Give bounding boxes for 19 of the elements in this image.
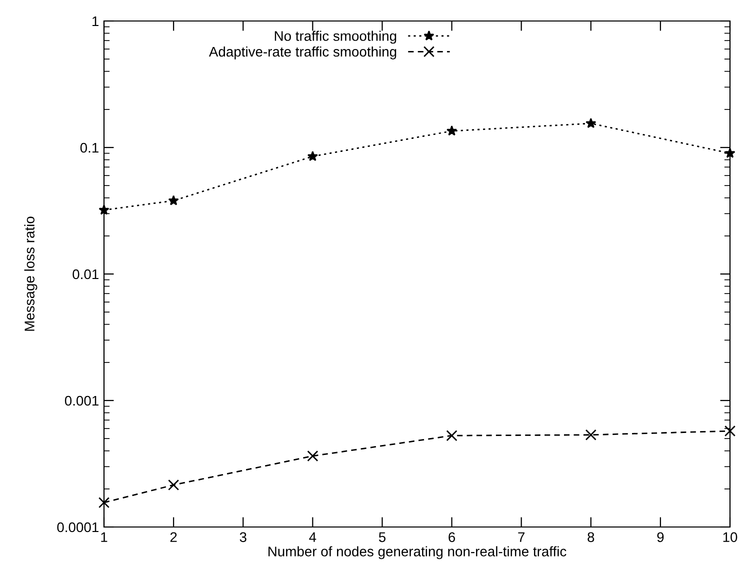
legend-label: No traffic smoothing	[274, 30, 396, 44]
x-axis-title: Number of nodes generating non-real-time traffic	[268, 546, 566, 560]
x-tick-label: 7	[518, 532, 524, 542]
x-tick-label: 5	[378, 532, 386, 542]
y-tick-label: 0.1	[80, 142, 98, 153]
x-tick-label: 2	[170, 532, 177, 542]
y-tick-label: 0.01	[72, 269, 98, 280]
y-tick-label: 0.0001	[57, 522, 98, 532]
y-tick-label: 1	[92, 16, 98, 26]
legend-label: Adaptive-rate traffic smoothing	[208, 46, 396, 60]
x-tick-label: 10	[723, 532, 738, 542]
x-tick-label: 8	[588, 532, 594, 542]
x-tick-label: 9	[657, 532, 664, 542]
y-axis-title: Message loss ratio	[24, 216, 38, 331]
x-tick-label: 4	[309, 532, 316, 542]
x-tick-label: 6	[448, 532, 456, 542]
x-tick-label: 3	[240, 532, 246, 542]
y-tick-label: 0.001	[64, 396, 98, 406]
x-tick-label: 1	[101, 532, 108, 542]
